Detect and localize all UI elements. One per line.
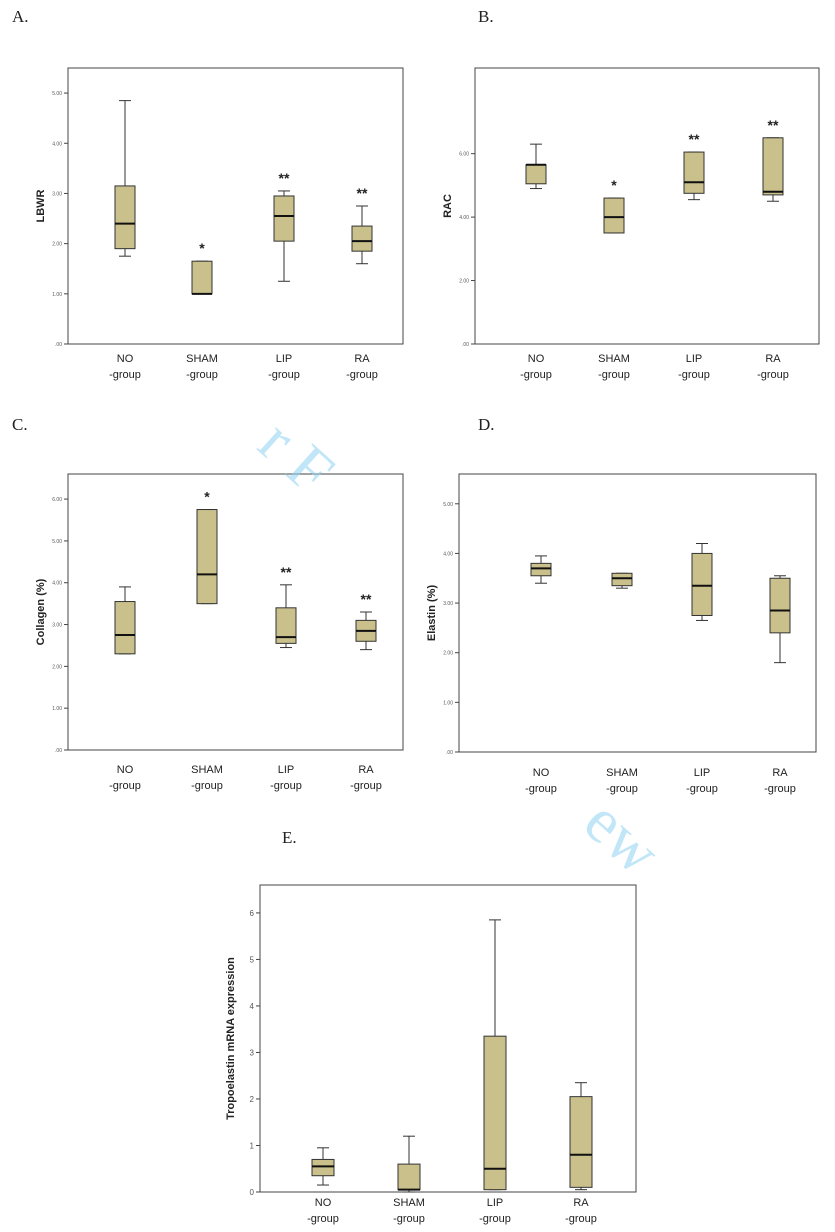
y-tick-label: .00: [462, 342, 469, 348]
y-tick-label: 4.00: [459, 215, 469, 221]
box: [569, 1096, 593, 1188]
y-tick-label: 4.00: [52, 141, 62, 147]
box: [191, 260, 213, 295]
x-tick-label: SHAM -group: [393, 1197, 425, 1225]
x-tick-label: NO -group: [525, 767, 557, 795]
y-tick-label: 6: [250, 909, 255, 918]
box: [611, 572, 633, 587]
panel-label: A.: [12, 7, 29, 26]
x-tick-label: RA -group: [350, 764, 382, 792]
y-tick-label: 2.00: [459, 279, 469, 285]
y-tick-label: 3.00: [52, 191, 62, 197]
x-tick-label: SHAM -group: [598, 353, 630, 381]
panel-label: C.: [12, 415, 28, 434]
x-tick-label: RA -group: [757, 353, 789, 381]
y-axis-label: Tropoelastin mRNA expression: [225, 957, 237, 1120]
box: [530, 562, 552, 577]
y-axis-label: RAC: [442, 194, 454, 218]
box: [273, 195, 295, 242]
x-tick-label: SHAM -group: [606, 767, 638, 795]
significance-marker: **: [689, 131, 700, 147]
box: [483, 1035, 507, 1191]
x-tick-label: RA -group: [764, 767, 796, 795]
x-tick-label: NO -group: [307, 1197, 339, 1225]
panel-label: E.: [282, 828, 297, 847]
y-tick-label: .00: [55, 748, 62, 754]
x-tick-label: LIP -group: [686, 767, 718, 795]
box: [114, 185, 136, 250]
y-axis-label: Collagen (%): [35, 578, 47, 645]
box: [275, 607, 297, 644]
box: [525, 164, 547, 185]
y-tick-label: 1: [250, 1141, 255, 1150]
y-tick-label: 4.00: [443, 551, 453, 557]
x-tick-label: NO -group: [109, 764, 141, 792]
y-tick-label: 6.00: [459, 152, 469, 158]
box: [769, 577, 791, 634]
x-tick-label: LIP -group: [268, 353, 300, 381]
box: [351, 225, 373, 252]
y-tick-label: 5.00: [52, 91, 62, 97]
y-tick-label: 4: [250, 1002, 255, 1011]
box: [397, 1163, 421, 1191]
box: [196, 509, 218, 605]
x-tick-label: LIP -group: [678, 353, 710, 381]
y-tick-label: 5.00: [443, 502, 453, 508]
y-tick-label: 2.00: [52, 242, 62, 248]
x-tick-label: LIP -group: [479, 1197, 511, 1225]
box: [683, 151, 705, 194]
y-tick-label: .00: [446, 750, 453, 756]
x-tick-label: NO -group: [109, 353, 141, 381]
significance-marker: *: [611, 177, 617, 193]
significance-marker: **: [361, 591, 372, 607]
panel-label: B.: [478, 7, 494, 26]
x-tick-label: RA -group: [565, 1197, 597, 1225]
y-tick-label: 4.00: [52, 581, 62, 587]
box: [691, 552, 713, 616]
y-tick-label: 3: [250, 1048, 255, 1057]
panel-label: D.: [478, 415, 495, 434]
box: [114, 601, 136, 655]
y-tick-label: 2.00: [52, 664, 62, 670]
significance-marker: *: [204, 489, 210, 505]
box: [603, 197, 625, 234]
plot-frame: [458, 473, 817, 753]
box: [762, 137, 784, 196]
x-tick-label: LIP -group: [270, 764, 302, 792]
y-tick-label: 0: [250, 1188, 255, 1197]
y-axis-label: Elastin (%): [426, 585, 438, 642]
y-tick-label: 3.00: [443, 601, 453, 607]
x-tick-label: RA -group: [346, 353, 378, 381]
significance-marker: **: [281, 564, 292, 580]
y-tick-label: 1.00: [52, 706, 62, 712]
significance-marker: *: [199, 240, 205, 256]
y-tick-label: 5: [250, 955, 255, 964]
significance-marker: **: [357, 185, 368, 201]
y-tick-label: 2.00: [443, 651, 453, 657]
y-tick-label: 1.00: [443, 700, 453, 706]
y-axis-label: LBWR: [35, 189, 47, 222]
y-tick-label: 1.00: [52, 292, 62, 298]
y-tick-label: 3.00: [52, 623, 62, 629]
x-tick-label: SHAM -group: [191, 764, 223, 792]
significance-marker: **: [768, 117, 779, 133]
y-tick-label: 6.00: [52, 497, 62, 503]
x-tick-label: NO -group: [520, 353, 552, 381]
significance-marker: **: [279, 170, 290, 186]
y-tick-label: 5.00: [52, 539, 62, 545]
x-tick-label: SHAM -group: [186, 353, 218, 381]
plot-frame: [474, 67, 820, 345]
y-tick-label: .00: [55, 342, 62, 348]
box: [311, 1158, 335, 1177]
y-tick-label: 2: [250, 1095, 255, 1104]
